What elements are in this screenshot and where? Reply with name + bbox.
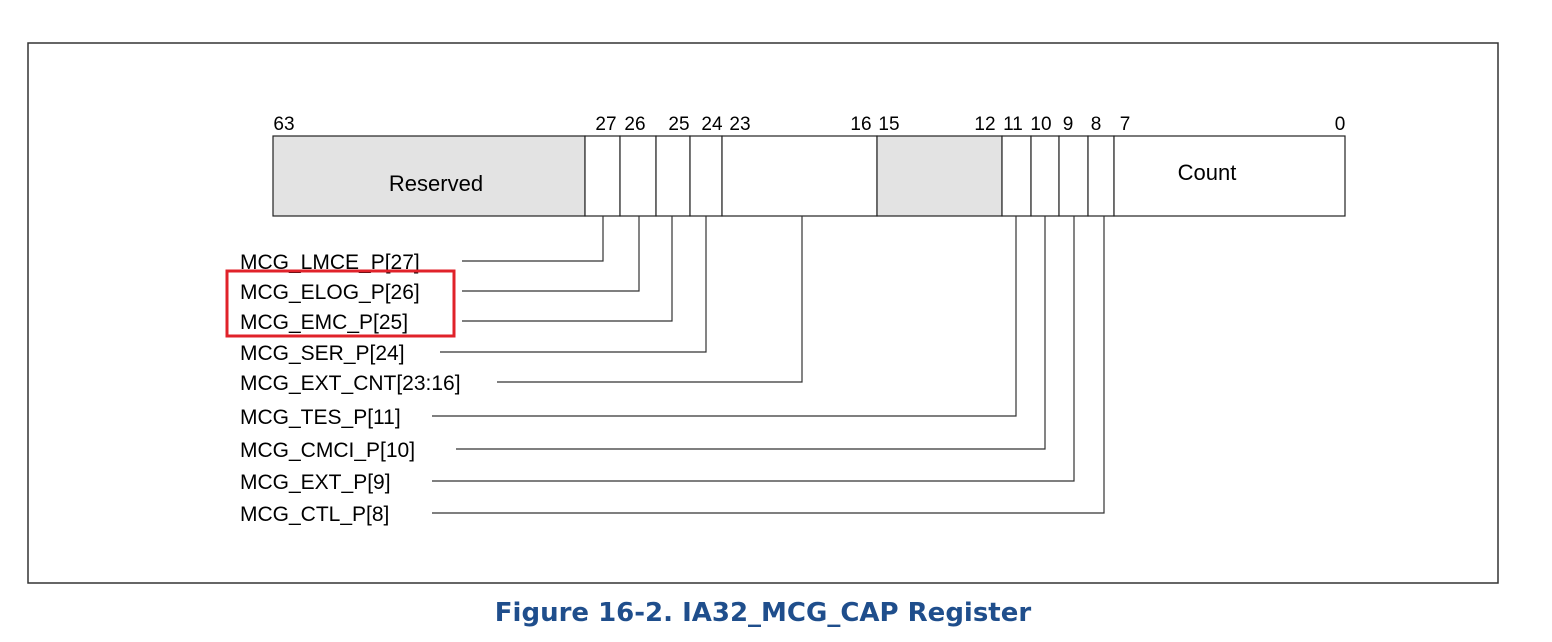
- leader-line-1: [462, 216, 640, 292]
- signal-label-6: MCG_CMCI_P[10]: [240, 439, 415, 462]
- bit-number-11: 11: [1003, 114, 1023, 135]
- bit-number-10: 10: [1030, 114, 1051, 135]
- bit-number-row: 63 27 26 25 24 23 16 15 12 11 10 9 8 7 0: [273, 114, 1345, 135]
- bit-number-0: 0: [1335, 114, 1346, 135]
- bit-number-9: 9: [1063, 114, 1074, 135]
- bit-number-27: 27: [595, 114, 616, 135]
- leader-line-7: [432, 216, 1075, 482]
- bit-number-24: 24: [701, 114, 723, 135]
- register-field-7: [1001, 135, 1032, 217]
- bit-number-7: 7: [1120, 114, 1131, 135]
- figure-caption: Figure 16-2. IA32_MCG_CAP Register: [495, 598, 1032, 628]
- register-field-8: [1030, 135, 1060, 217]
- field-label-count: Count: [1178, 160, 1237, 185]
- leader-line-0: [462, 216, 604, 262]
- register-field-11: [1113, 135, 1346, 217]
- leader-line-5: [432, 216, 1017, 417]
- signal-label-0: MCG_LMCE_P[27]: [240, 251, 420, 274]
- register-field-10: [1087, 135, 1115, 217]
- bit-number-25: 25: [668, 114, 689, 135]
- register-field-5: [721, 135, 878, 217]
- leader-line-2: [462, 216, 673, 322]
- bit-number-23: 23: [729, 114, 750, 135]
- register-field-2: [619, 135, 657, 217]
- leader-line-6: [456, 216, 1046, 450]
- leader-line-4: [497, 216, 803, 383]
- signal-label-7: MCG_EXT_P[9]: [240, 471, 391, 494]
- bit-number-8: 8: [1091, 114, 1102, 135]
- field-label-reserved: Reserved: [389, 171, 483, 196]
- signal-leaders: [432, 216, 1105, 514]
- signal-label-5: MCG_TES_P[11]: [240, 406, 401, 429]
- highlight-box: [225, 269, 456, 338]
- register-field-0: [272, 135, 586, 217]
- leader-line-8: [432, 216, 1105, 514]
- bit-number-16: 16: [850, 114, 871, 135]
- register-field-1: [584, 135, 621, 217]
- register-field-4: [689, 135, 723, 217]
- bit-number-12: 12: [974, 114, 995, 135]
- register-body: [272, 135, 1346, 217]
- register-field-9: [1058, 135, 1089, 217]
- signal-label-2: MCG_EMC_P[25]: [240, 311, 408, 334]
- register-field-3: [655, 135, 691, 217]
- signal-label-8: MCG_CTL_P[8]: [240, 503, 389, 526]
- signal-label-1: MCG_ELOG_P[26]: [240, 281, 420, 304]
- signal-labels: MCG_LMCE_P[27] MCG_ELOG_P[26] MCG_EMC_P[25…: [240, 251, 461, 526]
- figure-frame: [27, 42, 1499, 584]
- signal-label-4: MCG_EXT_CNT[23:16]: [240, 372, 461, 395]
- leader-line-3: [440, 216, 707, 353]
- bit-number-63: 63: [273, 114, 294, 135]
- bit-number-26: 26: [624, 114, 645, 135]
- signal-label-3: MCG_SER_P[24]: [240, 342, 405, 365]
- register-field-6: [876, 135, 1003, 217]
- bit-number-15: 15: [878, 114, 899, 135]
